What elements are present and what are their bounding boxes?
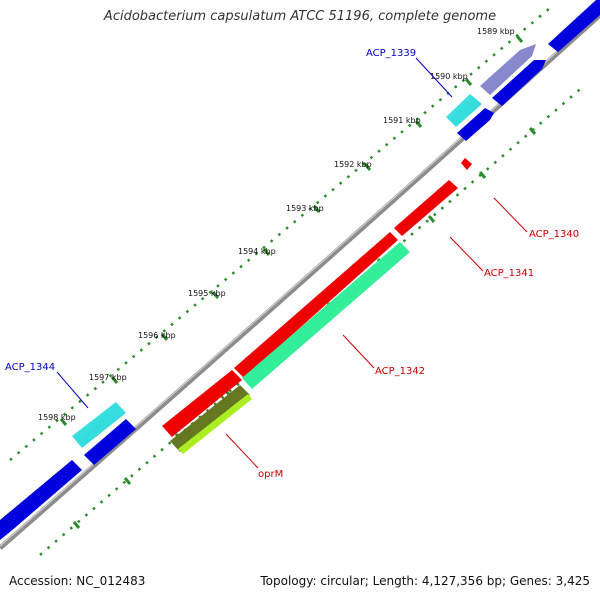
gene-highlight-lime-oprm[interactable] xyxy=(178,394,252,454)
gene-label-acp1339[interactable]: ACP_1339 xyxy=(366,48,416,59)
tick-label-1589: 1589 kbp xyxy=(477,27,515,36)
gene-label-acp1341[interactable]: ACP_1341 xyxy=(484,268,534,279)
map-title: Acidobacterium capsulatum ATCC 51196, co… xyxy=(103,9,497,24)
tick-label-1598: 1598 kbp xyxy=(38,413,76,422)
tick-label-1595: 1595 kbp xyxy=(188,289,226,298)
leader-acp1340 xyxy=(493,197,528,233)
tick-label-1591: 1591 kbp xyxy=(383,116,421,125)
outer-tick-guide xyxy=(9,7,551,461)
leader-acp1341 xyxy=(449,236,484,272)
outer-major-ticks xyxy=(59,35,524,426)
gene-shading xyxy=(72,94,482,448)
tick-label-1592: 1592 kbp xyxy=(334,160,372,169)
leader-acp1339 xyxy=(415,57,453,98)
gene-forward-5[interactable] xyxy=(548,0,600,52)
tick-label-1593: 1593 kbp xyxy=(286,204,324,213)
leader-acp1344 xyxy=(56,371,89,409)
gene-label-acp1340[interactable]: ACP_1340 xyxy=(529,229,579,240)
tick-label-1590: 1590 kbp xyxy=(430,72,468,81)
gene-forward-4[interactable] xyxy=(492,60,546,106)
gene-forward-2[interactable] xyxy=(84,419,136,465)
leader-acp1342 xyxy=(342,334,375,369)
gene-reverse-acp1342[interactable] xyxy=(162,370,242,437)
gene-label-oprm[interactable]: oprM xyxy=(258,469,283,480)
gene-highlight-lavender[interactable] xyxy=(480,44,536,95)
leader-oprm xyxy=(225,433,259,469)
tick-label-1596: 1596 kbp xyxy=(138,331,176,340)
gene-label-acp1342[interactable]: ACP_1342 xyxy=(375,366,425,377)
genome-summary-text: Topology: circular; Length: 4,127,356 bp… xyxy=(260,574,590,588)
gene-reverse-acp1340[interactable] xyxy=(394,180,458,236)
tick-label-1594: 1594 kbp xyxy=(238,247,276,256)
gene-forward-3[interactable] xyxy=(457,108,494,141)
gene-highlight-olive-oprm[interactable] xyxy=(170,385,250,452)
gene-forward-1[interactable] xyxy=(0,460,82,540)
gene-label-acp1344[interactable]: ACP_1344 xyxy=(5,362,55,373)
gene-reverse-acp1340-small[interactable] xyxy=(461,158,472,170)
accession-text: Accession: NC_012483 xyxy=(9,574,146,588)
tick-label-1597: 1597 kbp xyxy=(89,373,127,382)
